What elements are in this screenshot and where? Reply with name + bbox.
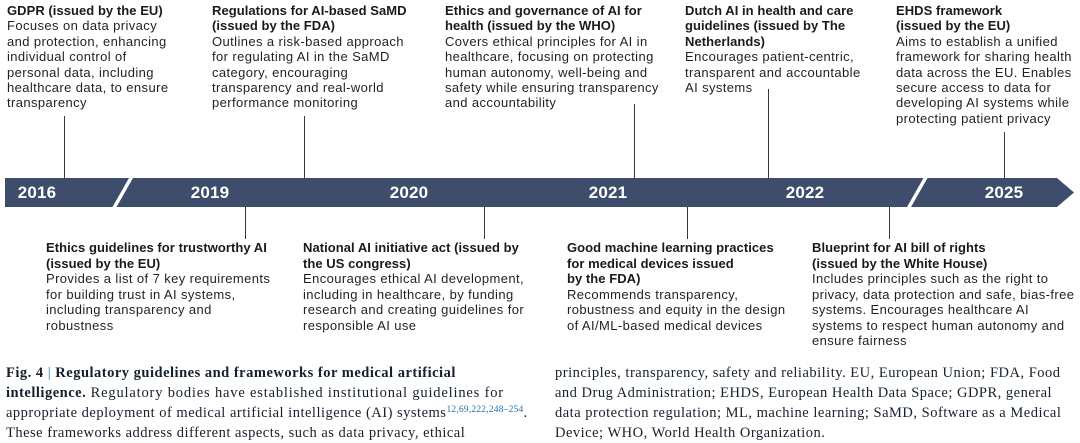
svg-text:2025: 2025 — [985, 183, 1024, 202]
svg-text:2019: 2019 — [191, 183, 230, 202]
svg-text:2020: 2020 — [390, 183, 429, 202]
svg-text:2016: 2016 — [18, 183, 57, 202]
svg-text:2022: 2022 — [786, 183, 825, 202]
svg-text:2021: 2021 — [589, 183, 628, 202]
